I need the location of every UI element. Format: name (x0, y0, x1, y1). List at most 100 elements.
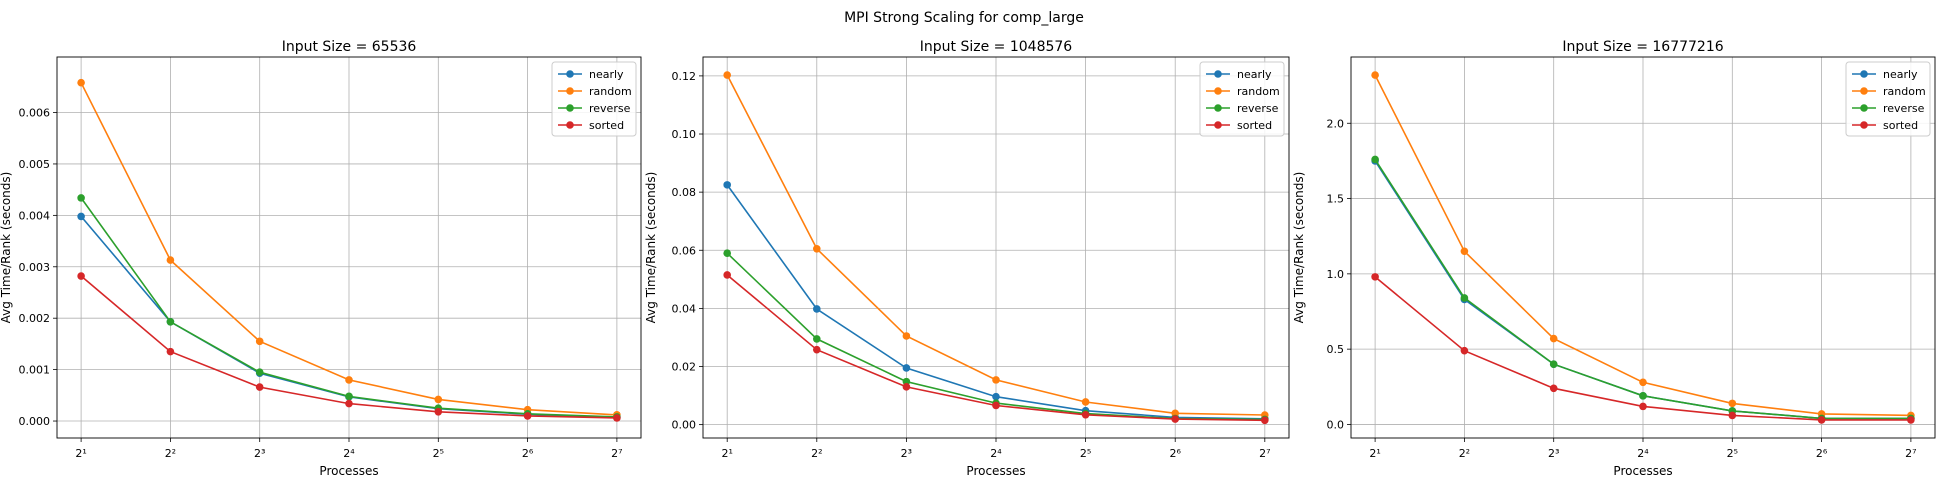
y-tick-label: 0.003 (19, 261, 51, 274)
data-point-sorted (1371, 273, 1379, 281)
legend: nearly random reverse sorted (1845, 61, 1931, 137)
y-axis-label: Avg Time/Rank (seconds) (0, 172, 13, 324)
x-tick-label: 2⁶ (1816, 447, 1828, 460)
data-point-sorted (1460, 346, 1469, 355)
legend-box (1845, 61, 1931, 137)
y-tick-label: 0.5 (1327, 343, 1345, 356)
legend-label: reverse (589, 102, 631, 115)
subplot-title: Input Size = 65536 (282, 39, 417, 55)
x-tick-label: 2³ (254, 447, 265, 460)
legend-label: nearly (1237, 68, 1272, 81)
data-point-random (1371, 71, 1379, 79)
data-point-sorted (166, 347, 175, 356)
legend-swatch-marker (1214, 87, 1222, 95)
data-point-random (1639, 378, 1647, 387)
data-point-reverse (723, 249, 731, 257)
x-axis-label: Processes (1613, 464, 1672, 478)
legend-box (1199, 61, 1285, 137)
legend: nearly random reverse sorted (1199, 61, 1285, 137)
data-point-sorted (345, 399, 353, 408)
data-point-reverse (1549, 360, 1558, 369)
y-tick-label: 0.002 (19, 312, 51, 325)
legend-swatch-marker (1214, 70, 1222, 78)
data-point-random (77, 78, 85, 87)
data-point-sorted (434, 407, 443, 416)
data-point-sorted (1817, 416, 1826, 424)
axes-frame (702, 56, 1290, 439)
legend-label: sorted (589, 119, 624, 132)
y-tick-label: 0.006 (19, 107, 51, 120)
x-axis-label: Processes (319, 464, 378, 478)
legend-label: reverse (1883, 102, 1925, 115)
x-tick-label: 2⁷ (1905, 447, 1916, 460)
data-point-random (1728, 399, 1737, 408)
figure-suptitle: MPI Strong Scaling for comp_large (844, 10, 1084, 26)
legend-box (551, 61, 637, 137)
legend-label: nearly (1883, 68, 1918, 81)
data-point-reverse (255, 368, 264, 376)
data-point-sorted (812, 345, 821, 354)
y-tick-label: 0.06 (672, 244, 697, 257)
legend-label: nearly (589, 68, 624, 81)
x-tick-label: 2⁵ (1727, 447, 1738, 460)
legend-label: sorted (1883, 119, 1918, 132)
data-point-reverse (77, 194, 85, 202)
data-point-reverse (1371, 155, 1379, 164)
x-tick-label: 2⁴ (1637, 447, 1649, 460)
y-tick-label: 0.004 (19, 209, 51, 222)
data-point-nearly (902, 364, 911, 372)
data-point-nearly (992, 392, 1000, 401)
legend-swatch-marker (1860, 121, 1868, 129)
data-point-sorted (902, 383, 911, 391)
x-tick-label: 2³ (1548, 447, 1559, 460)
data-point-random (166, 256, 175, 264)
axes-frame (1350, 56, 1936, 439)
x-tick-label: 2⁶ (522, 447, 534, 460)
data-point-random (812, 245, 821, 253)
x-tick-label: 2² (165, 447, 176, 460)
subplot-2: 2¹ 2² 2³ 2⁴ 2⁵ 2⁶ 2⁷ 0.00 0.02 0.04 0.06 0.08 0.10 0.… (644, 39, 1290, 478)
legend-swatch-marker (566, 121, 574, 129)
data-point-random (723, 71, 731, 79)
data-point-reverse (812, 335, 821, 343)
data-point-nearly (77, 212, 85, 221)
data-point-sorted (723, 271, 731, 279)
subplot-title: Input Size = 16777216 (1562, 39, 1723, 55)
data-point-sorted (77, 272, 85, 280)
data-point-sorted (1907, 416, 1915, 424)
legend-label: sorted (1237, 119, 1272, 132)
legend-swatch-marker (566, 87, 574, 95)
legend: nearly random reverse sorted (551, 61, 637, 137)
x-tick-label: 2² (1459, 447, 1470, 460)
y-tick-label: 0.02 (672, 361, 697, 374)
subplot-title: Input Size = 1048576 (920, 39, 1073, 55)
y-axis-label: Avg Time/Rank (seconds) (1292, 172, 1306, 324)
legend-swatch-marker (1860, 70, 1868, 78)
legend-swatch-marker (1214, 104, 1222, 112)
data-point-sorted (1549, 384, 1558, 393)
data-point-nearly (723, 181, 731, 189)
y-axis-label: Avg Time/Rank (seconds) (644, 172, 658, 324)
y-tick-label: 0.000 (19, 415, 51, 428)
data-point-reverse (1460, 294, 1469, 302)
legend-label: reverse (1237, 102, 1279, 115)
legend-swatch-marker (1860, 104, 1868, 112)
y-tick-label: 1.0 (1327, 268, 1345, 281)
y-tick-label: 0.12 (672, 70, 697, 83)
data-point-random (345, 376, 353, 384)
data-point-sorted (1639, 402, 1647, 411)
data-point-random (1171, 409, 1180, 418)
y-tick-label: 0.08 (672, 186, 697, 199)
y-tick-label: 0.04 (672, 302, 697, 315)
x-tick-label: 2¹ (75, 447, 86, 460)
x-tick-label: 2⁷ (1259, 447, 1270, 460)
data-point-sorted (992, 401, 1000, 410)
legend-label: random (589, 85, 632, 98)
y-tick-label: 0.00 (672, 419, 697, 432)
x-tick-label: 2¹ (721, 447, 732, 460)
data-point-nearly (812, 305, 821, 313)
y-tick-label: 0.0 (1327, 418, 1345, 431)
data-point-sorted (523, 412, 532, 420)
data-point-random (255, 337, 264, 346)
